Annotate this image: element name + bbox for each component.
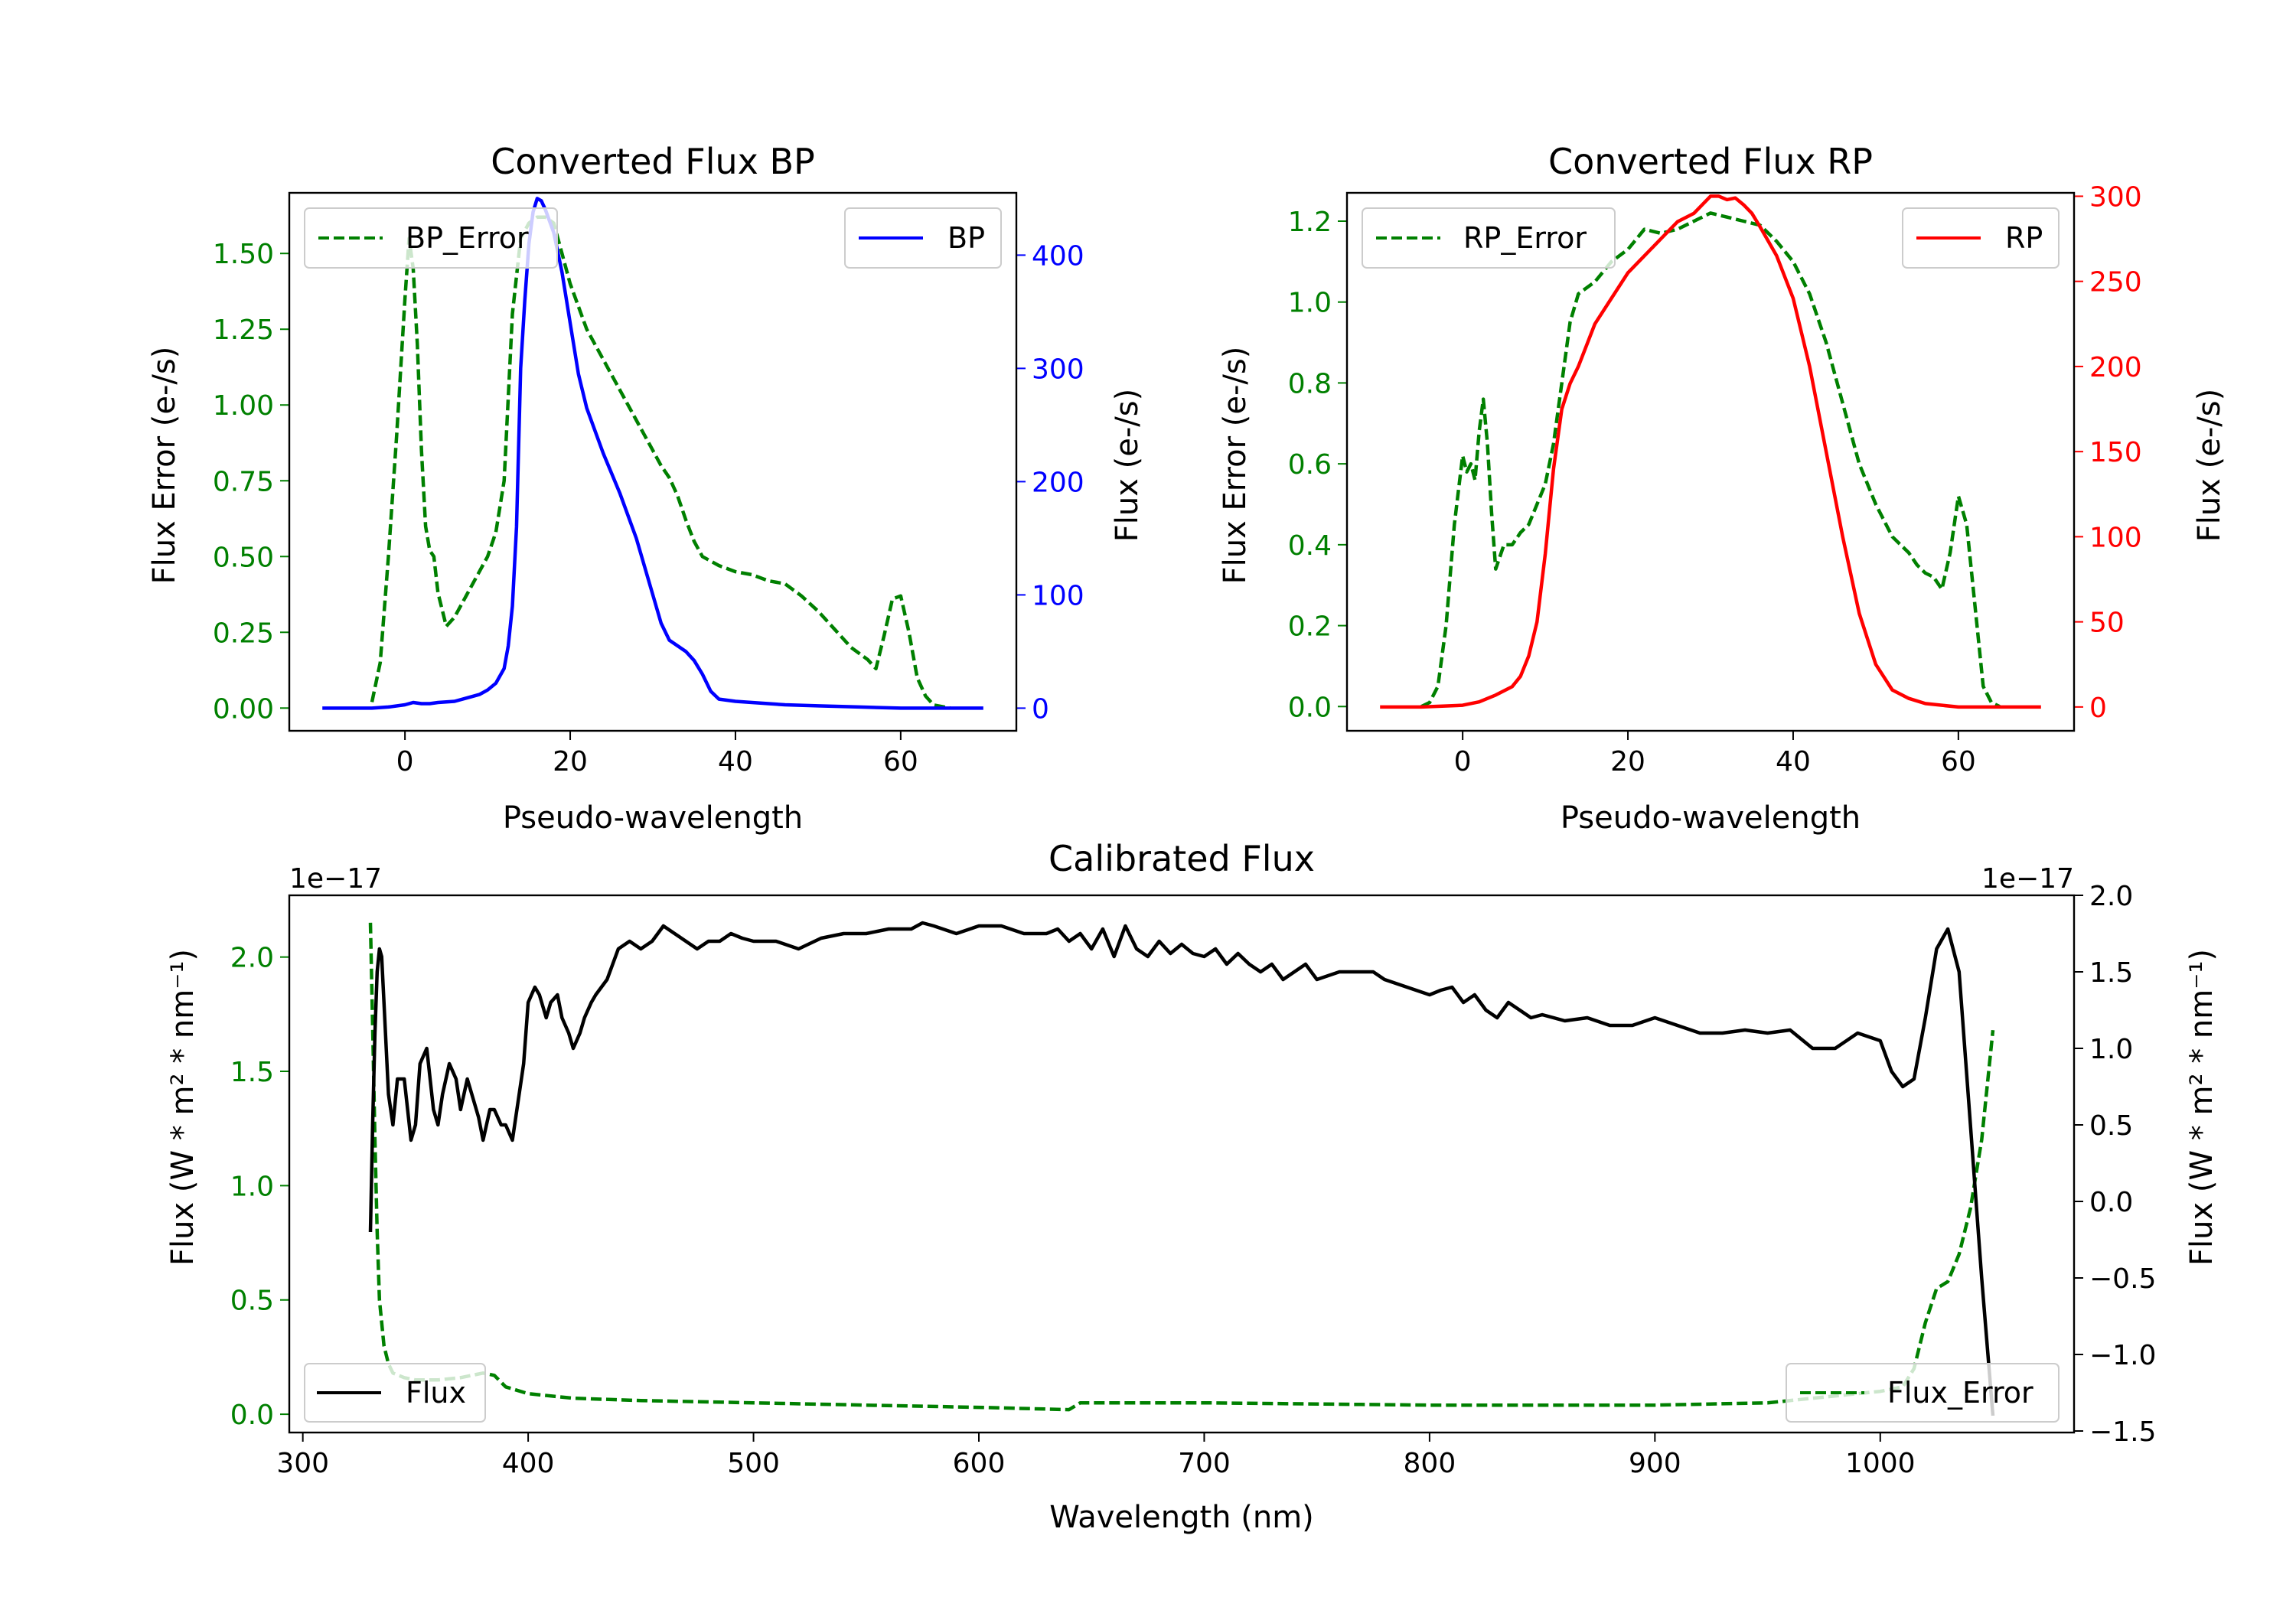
cal-xlabel: Wavelength (nm): [1049, 1500, 1314, 1535]
bp-error-line: [370, 215, 951, 710]
rp-ytick-left-label: 0.0: [1288, 692, 1332, 723]
rp-ytick-left-label: 0.8: [1288, 368, 1332, 399]
cal-ytick-right-label: 0.5: [2089, 1110, 2133, 1142]
cal-xtick-label: 400: [502, 1448, 555, 1479]
cal-ytick-right-label: −0.5: [2089, 1263, 2156, 1295]
rp-ytick-right-label: 0: [2089, 693, 2107, 724]
cal-legend-flux-label: Flux: [406, 1376, 466, 1410]
bp-plot-area: [322, 197, 983, 710]
bp-ytick-left-label: 1.00: [213, 390, 274, 422]
cal-ytick-right-label: 0.0: [2089, 1187, 2133, 1218]
bp-ytick-left-label: 1.25: [213, 315, 274, 346]
rp-xtick-label: 60: [1941, 746, 1976, 777]
cal-ytick-right-label: −1.0: [2089, 1340, 2156, 1371]
cal-xtick-label: 700: [1178, 1448, 1231, 1479]
cal-offset-right: 1e−17: [1981, 863, 2074, 895]
rp-legend-error: RP_Error: [1362, 207, 1616, 269]
bp-title: Converted Flux BP: [491, 141, 815, 182]
bp-axes-frame: [288, 191, 1018, 732]
rp-legend-flux: RP: [1902, 207, 2060, 269]
bp-xtick-label: 40: [718, 746, 753, 777]
cal-ytick-right-label: 2.0: [2089, 881, 2133, 912]
bp-ytick-left-label: 0.75: [213, 466, 274, 497]
bp-ylabel-left: Flux Error (e-/s): [147, 347, 182, 585]
cal-ytick-left-label: 0.0: [230, 1400, 274, 1431]
panel-cal: Calibrated Flux Wavelength (nm) Flux (W …: [165, 838, 2219, 1535]
cal-legend-error-label: Flux_Error: [1887, 1376, 2033, 1410]
bp-xtick-label: 20: [553, 746, 588, 777]
cal-ytick-right-label: −1.5: [2089, 1416, 2156, 1448]
rp-ytick-right-label: 250: [2089, 267, 2142, 298]
cal-ytick-left-label: 1.0: [230, 1171, 274, 1202]
bp-ytick-left-label: 1.50: [213, 239, 274, 270]
bp-legend-flux-label: BP: [947, 221, 985, 255]
bp-ytick-right-label: 0: [1032, 693, 1049, 725]
rp-error-line: [1420, 211, 2001, 709]
bp-xtick-label: 0: [396, 746, 414, 777]
bp-legend-error-label: BP_Error: [406, 221, 529, 255]
bp-ytick-left-label: 0.50: [213, 542, 274, 573]
cal-legend-error: Flux_Error: [1786, 1363, 2060, 1423]
rp-ytick-left-label: 1.2: [1288, 207, 1332, 238]
rp-xtick-label: 20: [1610, 746, 1645, 777]
rp-flux-line: [1380, 194, 2041, 709]
rp-ticks: 0 20 40 60 0.0 0.2 0.4 0.6 0.8 1.0 1.2 0 50 100 150 200…: [1288, 181, 2142, 777]
cal-xtick-label: 1000: [1845, 1448, 1916, 1479]
rp-ylabel-left: Flux Error (e-/s): [1218, 347, 1253, 585]
panel-rp: Converted Flux RP Pseudo-wavelength Flux…: [1218, 141, 2227, 836]
rp-ylabel-right: Flux (e-/s): [2192, 389, 2227, 542]
cal-error-line: [368, 922, 1995, 1412]
cal-ytick-left-label: 2.0: [230, 943, 274, 974]
rp-plot-area: [1380, 194, 2041, 709]
cal-xtick-label: 900: [1629, 1448, 1681, 1479]
bp-ytick-right-label: 300: [1032, 354, 1084, 385]
bp-xtick-label: 60: [883, 746, 918, 777]
cal-legend-flux: Flux: [304, 1363, 486, 1423]
bp-ticks: 0 20 40 60 0.00 0.25 0.50 0.75 1.00 1.25 1.50 0 100 2…: [213, 239, 1084, 777]
cal-xtick-label: 500: [727, 1448, 780, 1479]
cal-xtick-label: 600: [953, 1448, 1006, 1479]
rp-xlabel: Pseudo-wavelength: [1561, 800, 1861, 836]
rp-ytick-right-label: 50: [2089, 608, 2125, 639]
bp-ytick-right-label: 100: [1032, 580, 1084, 611]
cal-ytick-right-label: 1.5: [2089, 957, 2133, 989]
cal-xtick-label: 300: [276, 1448, 329, 1479]
rp-ytick-left-label: 0.4: [1288, 530, 1332, 562]
cal-xtick-label: 800: [1404, 1448, 1456, 1479]
panel-bp: Converted Flux BP Pseudo-wavelength Flux…: [147, 141, 1145, 836]
cal-ytick-right-label: 1.0: [2089, 1034, 2133, 1065]
cal-ticks: 300 400 500 600 700 800 900 1000 0.0 0.5 1.0 1.5 2.0…: [230, 881, 2157, 1479]
rp-ytick-right-label: 100: [2089, 522, 2142, 553]
cal-plot-area: [368, 921, 1995, 1416]
rp-xtick-label: 40: [1776, 746, 1811, 777]
cal-ytick-left-label: 0.5: [230, 1286, 274, 1317]
rp-ytick-right-label: 150: [2089, 437, 2142, 468]
rp-ytick-right-label: 300: [2089, 181, 2142, 213]
rp-title: Converted Flux RP: [1548, 141, 1873, 182]
bp-ytick-right-label: 200: [1032, 467, 1084, 498]
rp-ytick-left-label: 0.6: [1288, 449, 1332, 481]
cal-axes-frame: [288, 894, 2076, 1434]
cal-offset-left: 1e−17: [289, 863, 382, 895]
bp-ylabel-right: Flux (e-/s): [1110, 389, 1145, 542]
bp-ytick-left-label: 0.00: [213, 693, 274, 725]
rp-ytick-left-label: 0.2: [1288, 611, 1332, 643]
bp-ytick-left-label: 0.25: [213, 618, 274, 649]
rp-legend-flux-label: RP: [2005, 221, 2043, 255]
rp-legend-error-label: RP_Error: [1463, 221, 1587, 255]
cal-title: Calibrated Flux: [1049, 838, 1315, 879]
rp-ytick-right-label: 200: [2089, 352, 2142, 383]
cal-ytick-left-label: 1.5: [230, 1057, 274, 1088]
rp-xtick-label: 0: [1454, 746, 1472, 777]
rp-axes-frame: [1345, 191, 2076, 732]
bp-legend-error: BP_Error: [304, 207, 558, 269]
cal-ylabel-right: Flux (W * m² * nm⁻¹): [2184, 949, 2219, 1266]
cal-flux-line: [368, 921, 1995, 1416]
rp-ytick-left-label: 1.0: [1288, 288, 1332, 319]
bp-xlabel: Pseudo-wavelength: [503, 800, 803, 836]
cal-ylabel-left: Flux (W * m² * nm⁻¹): [165, 949, 201, 1266]
bp-legend-flux: BP: [844, 207, 1002, 269]
bp-ytick-right-label: 400: [1032, 240, 1084, 272]
